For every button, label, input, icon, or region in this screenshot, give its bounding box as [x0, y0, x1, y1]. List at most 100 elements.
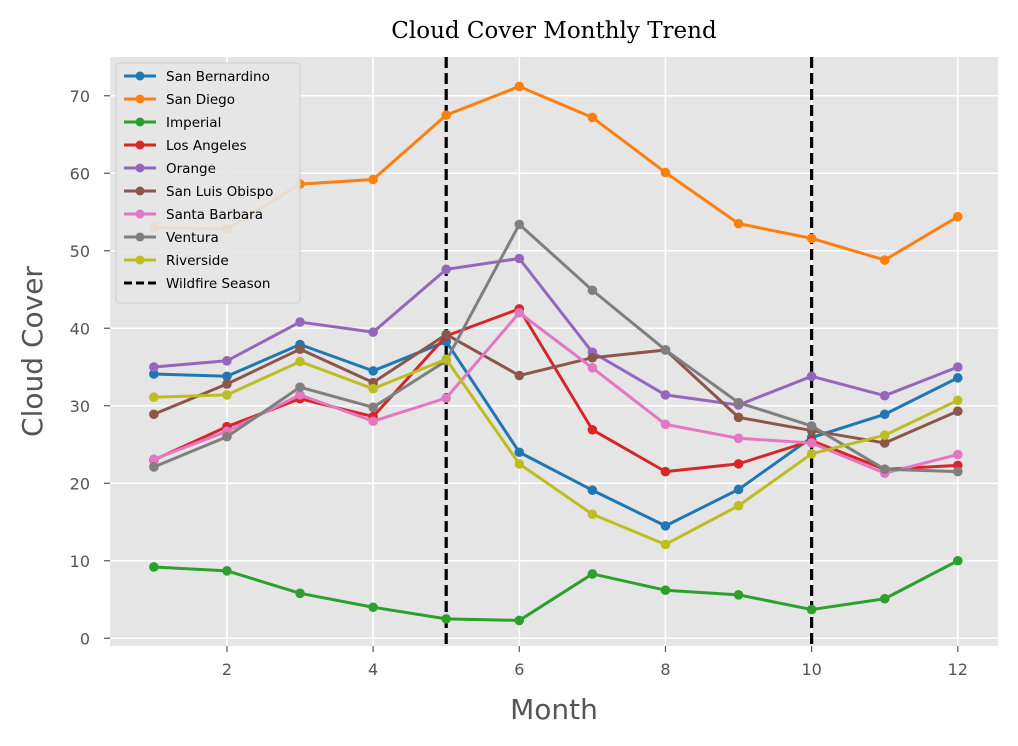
- legend-marker: [135, 255, 145, 265]
- series-line: [153, 311, 959, 475]
- data-point: [587, 112, 598, 123]
- data-point: [514, 615, 525, 626]
- data-point: [514, 447, 525, 458]
- series-line: [153, 307, 958, 474]
- legend-label: Los Angeles: [166, 138, 247, 154]
- data-point: [295, 344, 305, 354]
- data-point: [514, 81, 525, 92]
- data-point: [514, 370, 525, 381]
- x-tick-label: 10: [801, 660, 821, 679]
- data-point: [295, 588, 305, 599]
- y-tick-label: 20: [70, 474, 90, 493]
- data-point: [660, 466, 671, 477]
- data-point: [222, 371, 232, 382]
- data-point: [953, 362, 963, 372]
- data-point: [953, 211, 963, 222]
- data-point: [587, 285, 598, 296]
- axis-ticks: 2 4 6 8 10 12 0 10 20 30 40 50 60 70: [70, 87, 968, 679]
- data-point: [587, 569, 598, 579]
- data-point: [953, 466, 963, 477]
- data-point: [733, 484, 744, 495]
- data-point: [733, 218, 744, 229]
- y-axis-label: Cloud Cover: [16, 266, 49, 437]
- data-point: [441, 329, 451, 340]
- data-point: [149, 409, 159, 420]
- legend-label: San Bernardino: [166, 69, 270, 85]
- data-point: [879, 464, 890, 475]
- data-point: [149, 362, 159, 372]
- legend-label: Imperial: [166, 115, 221, 131]
- legend-marker: [135, 209, 145, 219]
- data-point: [295, 356, 305, 367]
- data-point: [149, 462, 159, 472]
- data-point: [660, 521, 671, 531]
- data-point: [368, 174, 378, 185]
- data-point: [222, 566, 232, 576]
- data-point: [368, 383, 378, 394]
- legend-marker: [135, 71, 145, 81]
- data-point: [295, 317, 305, 327]
- legend-label: San Luis Obispo: [166, 184, 273, 200]
- x-tick-label: 2: [222, 660, 232, 679]
- data-point: [587, 424, 598, 435]
- data-point: [660, 539, 671, 550]
- data-point: [879, 390, 890, 401]
- data-point: [806, 371, 817, 382]
- data-point: [222, 390, 232, 400]
- data-point: [660, 390, 671, 400]
- data-point: [733, 590, 744, 600]
- data-point: [587, 352, 598, 363]
- data-point: [514, 459, 525, 469]
- legend-label: Orange: [166, 161, 216, 177]
- x-axis-label: Month: [510, 693, 598, 726]
- series-line: [153, 357, 959, 546]
- x-tick-label: 12: [948, 660, 968, 679]
- data-point: [733, 459, 744, 469]
- data-point: [806, 421, 817, 431]
- data-point: [733, 500, 744, 511]
- legend-label: Santa Barbara: [166, 207, 263, 223]
- data-point: [149, 369, 159, 379]
- data-point: [806, 449, 817, 459]
- legend-box: [115, 62, 301, 304]
- data-point: [879, 430, 890, 441]
- data-point: [368, 327, 378, 337]
- data-point: [514, 307, 525, 318]
- data-point: [806, 604, 817, 615]
- x-tick-label: 8: [660, 660, 670, 679]
- data-point: [441, 354, 451, 365]
- data-point: [514, 219, 525, 230]
- legend-marker: [135, 94, 145, 104]
- y-tick-label: 60: [70, 164, 90, 183]
- legend-label: Riverside: [166, 253, 229, 269]
- legend-marker: [135, 186, 145, 196]
- data-point: [295, 390, 305, 400]
- data-point: [953, 449, 963, 460]
- legend-marker: [135, 232, 145, 242]
- data-point: [879, 255, 890, 265]
- y-tick-label: 50: [70, 242, 90, 261]
- data-point: [733, 433, 744, 444]
- data-point: [660, 419, 671, 430]
- y-tick-label: 70: [70, 87, 90, 106]
- legend-label: San Diego: [166, 92, 235, 108]
- legend-marker: [135, 163, 145, 173]
- data-point: [733, 397, 744, 408]
- data-point: [441, 614, 451, 624]
- data-point: [149, 454, 159, 465]
- series-orange: [149, 253, 963, 410]
- series-santa-barbara: [149, 307, 963, 478]
- series-imperial: [149, 555, 963, 626]
- series-line: [153, 257, 959, 407]
- data-point: [222, 379, 232, 389]
- reference-lines: [444, 57, 814, 646]
- data-point: [441, 264, 451, 275]
- data-point: [514, 253, 525, 264]
- data-point: [587, 485, 598, 496]
- data-point: [587, 362, 598, 373]
- data-point: [222, 431, 232, 442]
- data-point: [441, 110, 451, 120]
- legend-marker: [135, 140, 145, 150]
- data-point: [879, 409, 890, 420]
